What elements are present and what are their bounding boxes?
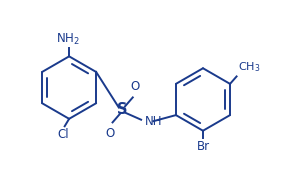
Text: O: O: [106, 127, 115, 140]
Text: O: O: [131, 80, 140, 93]
Text: S: S: [117, 102, 128, 117]
Text: Br: Br: [197, 140, 210, 153]
Text: NH: NH: [145, 115, 162, 128]
Text: CH$_3$: CH$_3$: [238, 61, 261, 74]
Text: NH$_2$: NH$_2$: [56, 32, 80, 47]
Text: Cl: Cl: [57, 128, 69, 141]
